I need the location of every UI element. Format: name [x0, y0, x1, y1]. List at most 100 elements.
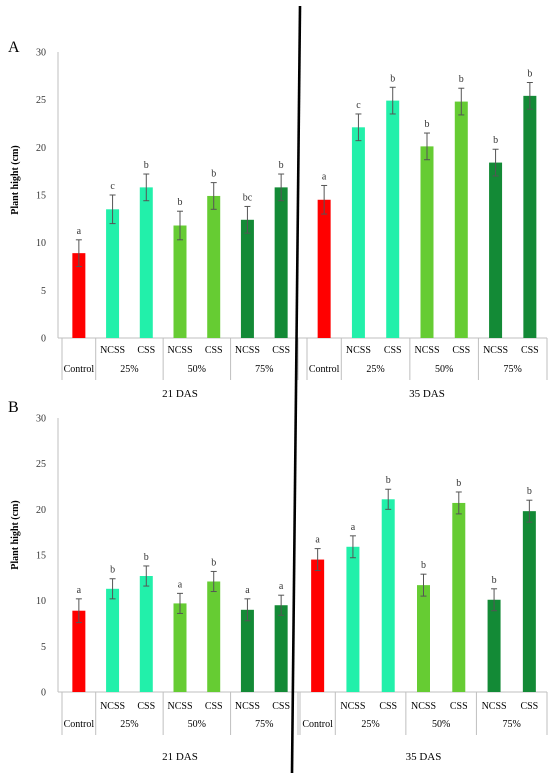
significance-label: a — [322, 171, 327, 182]
significance-label: b — [492, 575, 497, 586]
treatment-label: CSS — [205, 345, 223, 356]
treatment-label: NCSS — [100, 701, 125, 712]
group-label: 35 DAS — [409, 388, 445, 400]
treatment-label: NCSS — [235, 345, 260, 356]
bar — [240, 219, 254, 338]
y-axis-title: Plant hight (cm) — [10, 145, 21, 214]
bar — [351, 127, 365, 339]
level-label: 75% — [255, 719, 273, 730]
treatment-label: NCSS — [167, 345, 192, 356]
y-tick-label: 20 — [36, 505, 46, 516]
bar — [274, 605, 288, 692]
significance-label: b — [144, 552, 149, 563]
treatment-label: NCSS — [340, 701, 365, 712]
bar — [106, 209, 120, 338]
bar — [386, 100, 400, 339]
significance-label: a — [351, 522, 356, 533]
bar — [139, 576, 153, 692]
significance-label: c — [356, 100, 361, 111]
treatment-label: CSS — [520, 701, 538, 712]
significance-label: b — [493, 135, 498, 146]
treatment-label: CSS — [137, 345, 155, 356]
level-label: 25% — [120, 364, 138, 375]
treatment-label: NCSS — [167, 701, 192, 712]
significance-label: bc — [243, 192, 253, 203]
significance-label: b — [527, 69, 532, 80]
bar — [240, 609, 254, 692]
y-tick-label: 5 — [41, 642, 46, 653]
treatment-label: NCSS — [235, 701, 260, 712]
significance-label: b — [144, 160, 149, 171]
level-label: 25% — [366, 364, 384, 375]
level-label: 75% — [503, 719, 521, 730]
treatment-label: CSS — [137, 701, 155, 712]
treatment-label: NCSS — [346, 345, 371, 356]
bar — [452, 502, 466, 692]
y-tick-label: 30 — [36, 414, 46, 425]
treatment-label: CSS — [521, 345, 539, 356]
treatment-label: CSS — [205, 701, 223, 712]
y-axis-title: Plant hight (cm) — [10, 500, 21, 569]
bar — [207, 581, 221, 692]
level-label: 25% — [361, 719, 379, 730]
treatment-label: CSS — [452, 345, 470, 356]
significance-label: a — [245, 585, 250, 596]
bar — [173, 225, 187, 338]
significance-label: a — [77, 226, 82, 237]
treatment-label: CSS — [379, 701, 397, 712]
y-tick-label: 30 — [36, 48, 46, 59]
y-tick-label: 25 — [36, 459, 46, 470]
y-tick-label: 10 — [36, 596, 46, 607]
bar — [381, 499, 395, 692]
bar — [274, 187, 288, 338]
treatment-label: NCSS — [414, 345, 439, 356]
significance-label: c — [110, 181, 115, 192]
level-label: Control — [302, 719, 333, 730]
group-label: 21 DAS — [162, 751, 198, 763]
treatment-label: CSS — [450, 701, 468, 712]
group-label: 21 DAS — [162, 388, 198, 400]
bar — [207, 195, 221, 338]
significance-label: b — [425, 119, 430, 130]
level-label: 75% — [255, 364, 273, 375]
bar — [311, 559, 325, 692]
y-tick-label: 10 — [36, 238, 46, 249]
y-tick-label: 25 — [36, 95, 46, 106]
treatment-label: NCSS — [483, 345, 508, 356]
panel-divider — [290, 5, 302, 774]
level-label: 75% — [504, 364, 522, 375]
significance-label: a — [315, 535, 320, 546]
significance-label: b — [421, 560, 426, 571]
bar — [417, 585, 430, 692]
bar — [173, 603, 187, 692]
bar — [420, 146, 434, 338]
group-label: 35 DAS — [406, 751, 442, 763]
treatment-label: CSS — [384, 345, 402, 356]
bar — [139, 187, 153, 338]
level-label: 50% — [188, 719, 206, 730]
significance-label: a — [178, 579, 183, 590]
bar — [317, 199, 331, 338]
treatment-label: NCSS — [100, 345, 125, 356]
level-label: Control — [309, 364, 340, 375]
bar — [522, 511, 536, 692]
bar — [72, 253, 86, 338]
level-label: Control — [64, 364, 95, 375]
bar — [487, 599, 501, 692]
significance-label: b — [459, 74, 464, 85]
y-tick-label: 15 — [36, 551, 46, 562]
significance-label: b — [211, 169, 216, 180]
panel-letter: A — [8, 39, 20, 56]
significance-label: b — [456, 478, 461, 489]
significance-label: b — [527, 486, 532, 497]
significance-label: a — [77, 585, 82, 596]
significance-label: a — [279, 581, 284, 592]
significance-label: b — [390, 73, 395, 84]
y-tick-label: 0 — [41, 688, 46, 699]
y-tick-label: 0 — [41, 334, 46, 345]
treatment-label: NCSS — [411, 701, 436, 712]
treatment-label: CSS — [272, 345, 290, 356]
level-label: 50% — [435, 364, 453, 375]
bar — [454, 101, 468, 338]
